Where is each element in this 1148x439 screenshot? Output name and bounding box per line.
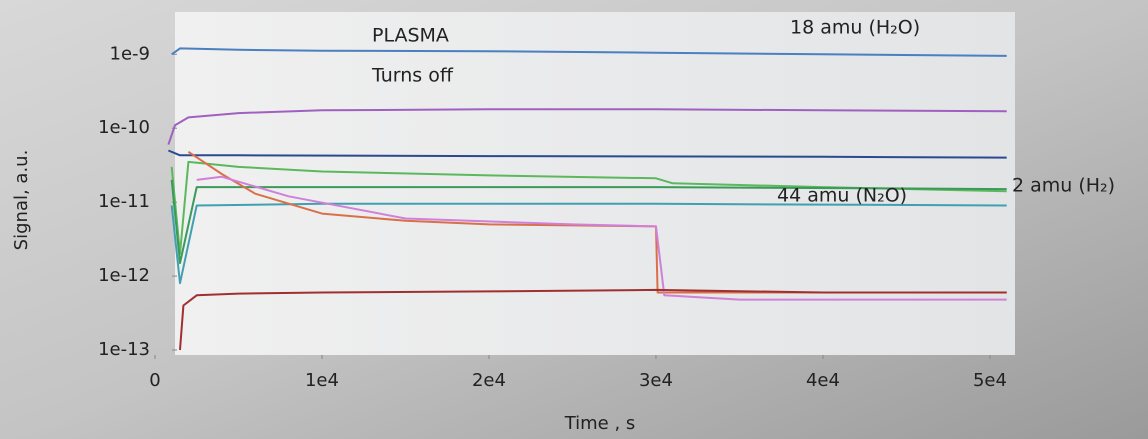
annotation: 18 amu (H₂O) — [790, 17, 920, 39]
x-axis-label: Time , s — [564, 413, 636, 434]
series-line — [168, 149, 1007, 159]
x-tick-label: 0 — [149, 370, 160, 391]
series-line — [170, 202, 1007, 285]
plot-area — [175, 12, 1015, 355]
x-tick-label: 3e4 — [639, 370, 673, 391]
annotation: 2 amu (H₂) — [1012, 175, 1115, 197]
annotation: Turns off — [371, 65, 454, 87]
y-axis-label: Signal, a.u. — [11, 150, 32, 251]
y-tick-label: 1e-11 — [98, 191, 150, 212]
series-line — [179, 288, 1007, 351]
y-tick-label: 1e-13 — [98, 339, 150, 360]
series-line — [170, 160, 1007, 255]
x-tick-label: 4e4 — [806, 370, 840, 391]
x-tick-label: 1e4 — [305, 370, 339, 391]
y-tick-label: 1e-10 — [98, 117, 150, 138]
annotation: 44 amu (N₂O) — [777, 185, 907, 207]
x-tick-label: 2e4 — [472, 370, 506, 391]
annotation: PLASMA — [372, 25, 449, 47]
series-line — [171, 47, 1007, 57]
series-line — [167, 108, 1007, 145]
y-tick-label: 1e-9 — [110, 43, 150, 64]
y-tick-label: 1e-12 — [98, 265, 150, 286]
series-line — [187, 150, 1007, 294]
series-line — [196, 175, 1007, 301]
x-tick-label: 5e4 — [973, 370, 1007, 391]
